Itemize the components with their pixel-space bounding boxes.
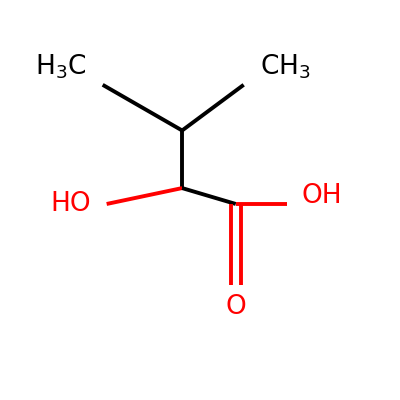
Text: OH: OH bbox=[301, 183, 342, 209]
Text: H$_3$C: H$_3$C bbox=[35, 53, 87, 81]
Text: CH$_3$: CH$_3$ bbox=[260, 53, 310, 81]
Text: O: O bbox=[225, 294, 246, 320]
Text: HO: HO bbox=[50, 191, 91, 217]
